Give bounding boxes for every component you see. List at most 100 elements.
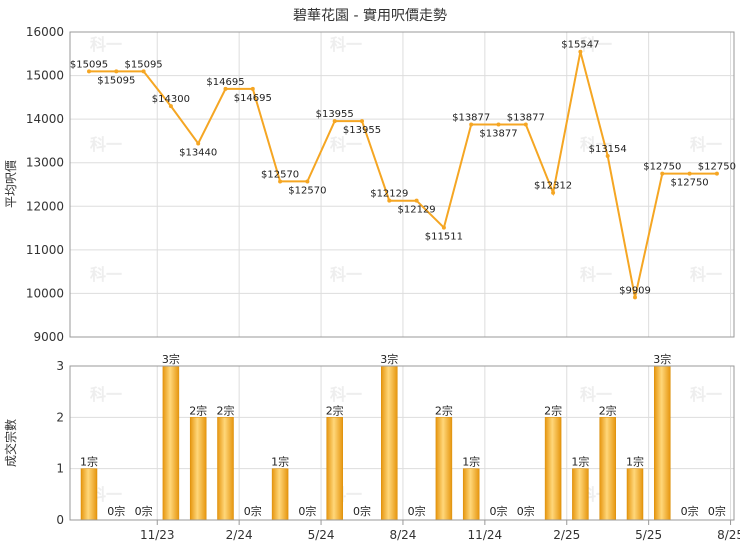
volume-bar — [626, 468, 644, 521]
price-point — [360, 119, 364, 124]
line-y-tick-label: 15000 — [26, 69, 64, 83]
price-data-label: $12750 — [671, 178, 709, 189]
volume-bar — [162, 365, 180, 521]
price-data-labels: $15095 $15095 $15095 $14300 $13440 $14695 $146… — [70, 40, 736, 297]
price-point — [469, 122, 474, 127]
volume-bar — [435, 417, 453, 521]
volume-data-label: 1宗 — [462, 455, 480, 469]
price-series-line — [89, 51, 717, 298]
price-point — [523, 122, 528, 127]
volume-data-label: 1宗 — [571, 455, 589, 469]
bar-y-axis-label: 成交宗數 — [3, 419, 18, 467]
line-y-ticks: 9000 10000 11000 12000 13000 14000 15000 16000 — [26, 25, 64, 344]
volume-bar — [599, 417, 616, 521]
bar-y-tick-label: 3 — [56, 359, 64, 373]
volume-bar — [544, 417, 562, 521]
volume-data-label: 3宗 — [653, 352, 671, 366]
price-data-label: $13955 — [316, 109, 354, 120]
volume-data-label: 2宗 — [326, 403, 344, 417]
watermark-text: 科一 — [90, 485, 122, 504]
bar-x-tick-label: 2/25 — [553, 528, 580, 542]
line-y-tick-label: 10000 — [26, 286, 64, 300]
volume-data-label: 0宗 — [517, 504, 535, 518]
watermark-text: 科一 — [330, 265, 362, 284]
volume-bar — [462, 468, 480, 521]
price-point — [551, 190, 556, 195]
price-data-label: $12129 — [398, 205, 436, 216]
volume-data-label: 0宗 — [353, 504, 371, 518]
price-data-label: $14300 — [152, 94, 190, 105]
price-point — [387, 198, 392, 203]
volume-data-label: 0宗 — [408, 504, 426, 518]
price-point — [87, 69, 91, 74]
bar-x-tick-label: 5/25 — [635, 528, 662, 542]
price-point — [578, 49, 583, 54]
volume-bar — [271, 468, 289, 521]
bar-plot-frame — [69, 365, 735, 521]
volume-bar — [654, 365, 671, 521]
volume-data-label: 0宗 — [107, 504, 125, 518]
volume-data-label: 3宗 — [162, 352, 180, 366]
volume-data-labels: 1宗 0宗 0宗 3宗 2宗 2宗 0宗 1宗 0宗 2宗 0宗 3宗 0宗 2宗 1宗 0宗 0宗 2宗 1宗 2宗… — [80, 352, 726, 518]
price-point — [332, 119, 337, 124]
bar-y-tick-label: 0 — [56, 513, 64, 527]
volume-data-label: 1宗 — [271, 455, 289, 469]
volume-data-label: 0宗 — [135, 504, 153, 518]
bar-x-tick-label: 11/23 — [140, 528, 175, 542]
price-point — [660, 171, 665, 176]
volume-bar — [189, 417, 207, 521]
line-y-tick-label: 13000 — [26, 156, 64, 170]
price-data-label: $15095 — [97, 75, 135, 86]
line-y-tick-label: 11000 — [26, 243, 64, 257]
price-data-label: $13154 — [589, 144, 627, 155]
price-data-label: $15547 — [561, 40, 599, 51]
price-data-label: $11511 — [425, 232, 463, 243]
price-data-label: $13955 — [343, 125, 381, 136]
watermark-text: 科一 — [330, 385, 362, 404]
watermark-text: 科一 — [690, 265, 722, 284]
price-point — [714, 171, 719, 176]
price-data-label: $15095 — [70, 59, 108, 70]
price-point — [223, 86, 228, 91]
volume-bar — [80, 468, 98, 521]
volume-bar — [217, 417, 234, 521]
volume-bar — [381, 365, 398, 521]
price-data-label: $12570 — [261, 169, 299, 180]
watermark-text: 科一 — [580, 265, 612, 284]
price-point — [114, 69, 119, 74]
price-point — [141, 69, 146, 74]
volume-data-label: 1宗 — [626, 455, 644, 469]
watermark-text: 科一 — [580, 35, 612, 54]
line-plot-frame — [69, 31, 735, 338]
watermark-text: 科一 — [580, 385, 612, 404]
price-data-label: $13877 — [479, 129, 517, 140]
price-point — [605, 154, 610, 159]
watermark-text: 科一 — [90, 35, 122, 54]
bar-x-tick-label: 5/24 — [308, 528, 335, 542]
price-point — [633, 295, 637, 300]
price-point — [168, 104, 173, 109]
watermark-text: 科一 — [690, 135, 722, 154]
price-point — [196, 141, 201, 146]
price-data-label: $14695 — [206, 77, 244, 88]
volume-data-label: 0宗 — [708, 504, 726, 518]
bar-x-ticks: 11/23 2/24 5/24 8/24 11/24 2/25 5/25 8/25 — [140, 520, 740, 542]
volume-bar — [326, 417, 343, 521]
price-data-label: $13877 — [507, 113, 545, 124]
price-points — [87, 49, 719, 300]
price-data-label: $15095 — [125, 59, 163, 70]
price-data-label: $13877 — [452, 113, 490, 124]
volume-bar — [572, 468, 589, 521]
bar-x-tick-label: 8/24 — [389, 528, 416, 542]
line-y-tick-label: 9000 — [33, 330, 64, 344]
watermark-text: 科一 — [90, 265, 122, 284]
watermark-text: 科一 — [330, 135, 362, 154]
price-point — [250, 86, 255, 91]
line-y-axis-label: 平均呎價 — [4, 160, 18, 208]
watermark-text: 科一 — [330, 35, 362, 54]
price-point — [278, 179, 283, 184]
